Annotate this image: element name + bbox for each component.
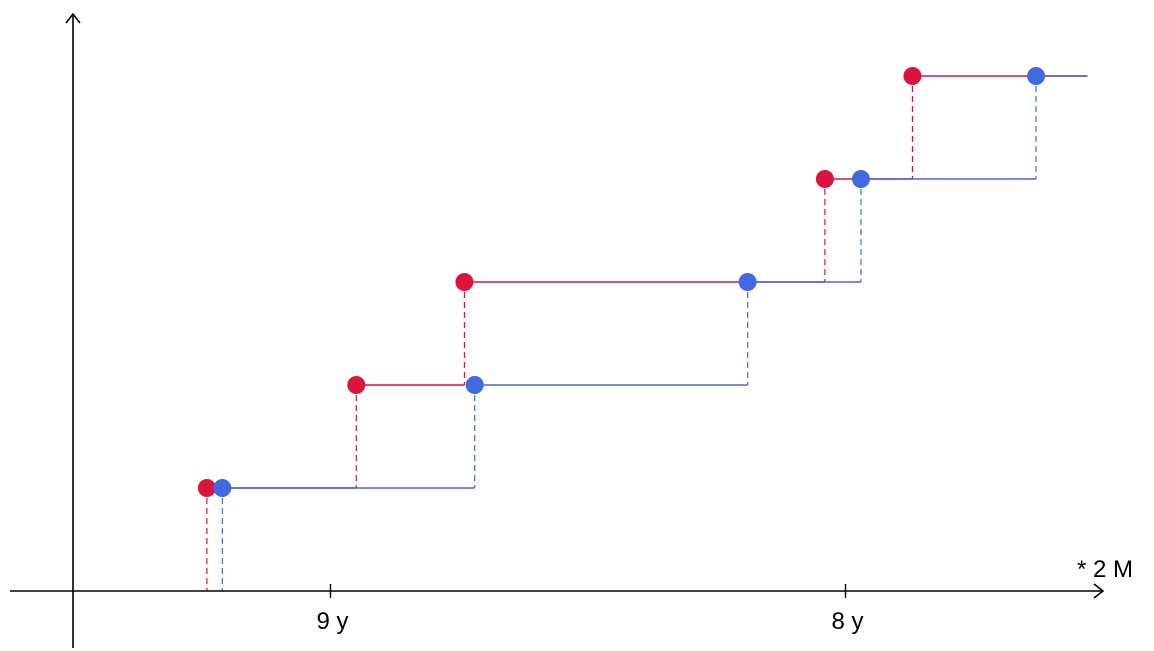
x-axis-arrowhead <box>1093 583 1105 599</box>
y-axis-arrowhead <box>65 12 81 24</box>
x-ticks: 9 y 8 y <box>316 584 864 635</box>
series-0-point-4 <box>903 67 922 85</box>
series-layer <box>206 75 1088 591</box>
series-0-point-1 <box>347 376 366 394</box>
x-tick-label-1: 8 y <box>831 608 863 635</box>
series-0-point-3 <box>815 170 834 188</box>
x-tick-label-0: 9 y <box>316 608 348 635</box>
series-1-point-2 <box>738 273 757 291</box>
series-1-point-0 <box>213 479 232 497</box>
x-unit-label: * 2 M <box>1077 556 1133 583</box>
series-0-point-2 <box>455 273 474 291</box>
series-1-point-4 <box>1027 67 1046 85</box>
series-0-point-0 <box>197 479 216 497</box>
series-1-point-1 <box>465 376 484 394</box>
points-layer <box>197 67 1046 497</box>
series-1-point-3 <box>851 170 870 188</box>
axes: * 2 M <box>10 12 1133 648</box>
